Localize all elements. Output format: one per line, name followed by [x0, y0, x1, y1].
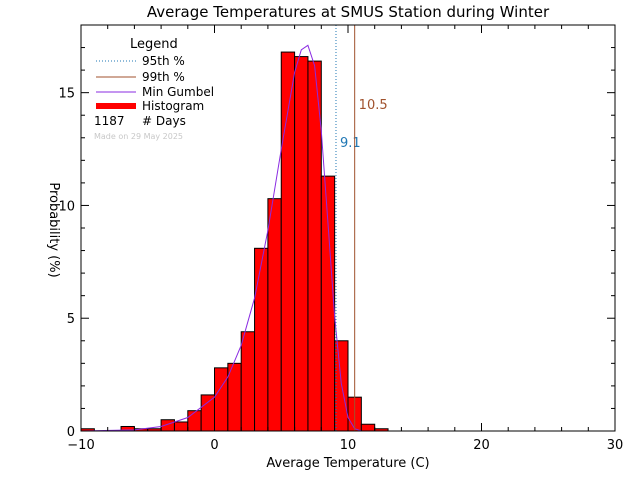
legend-label-gumbel: Min Gumbel [142, 85, 214, 99]
y-axis-label: Probability (%) [46, 182, 61, 277]
x-tick-label: 0 [210, 438, 218, 453]
y-tick-label: 5 [67, 312, 75, 327]
legend-title: Legend [130, 37, 178, 52]
gumbel-curve [80, 44, 402, 432]
y-tick-label: 15 [58, 87, 75, 102]
x-tick-label: −10 [67, 438, 94, 453]
histogram-bar [267, 198, 282, 432]
legend-days-label: # Days [142, 114, 186, 128]
legend-label-95th: 95th % [142, 54, 185, 68]
histogram-bar [214, 367, 229, 432]
legend-days-count: 1187 [94, 114, 125, 128]
histogram-bar [254, 247, 269, 432]
chart-title: Average Temperatures at SMUS Station dur… [147, 3, 550, 21]
x-axis-label: Average Temperature (C) [266, 456, 429, 471]
histogram-bar [200, 394, 215, 432]
x-tick-label: 30 [607, 438, 624, 453]
percentile-99-label: 10.5 [359, 98, 388, 113]
y-tick-label: 10 [58, 199, 75, 214]
histogram-bar [307, 60, 322, 432]
legend-label-99th: 99th % [142, 70, 185, 84]
x-tick-label: 10 [340, 438, 357, 453]
histogram-bar [360, 423, 376, 432]
histogram-bar [240, 331, 256, 432]
histogram-bar [187, 410, 202, 432]
made-on-note: Made on 29 May 2025 [94, 132, 183, 141]
legend: Legend 95th % 99th % Min Gumbel Histogra… [94, 37, 214, 141]
x-tick-label: 20 [473, 438, 490, 453]
histogram-bar [294, 56, 309, 432]
histogram-bar [173, 421, 189, 432]
y-tick-label: 0 [67, 425, 75, 440]
legend-label-histogram: Histogram [142, 99, 204, 113]
percentile-95-label: 9.1 [340, 136, 361, 151]
histogram-bar [320, 175, 336, 432]
